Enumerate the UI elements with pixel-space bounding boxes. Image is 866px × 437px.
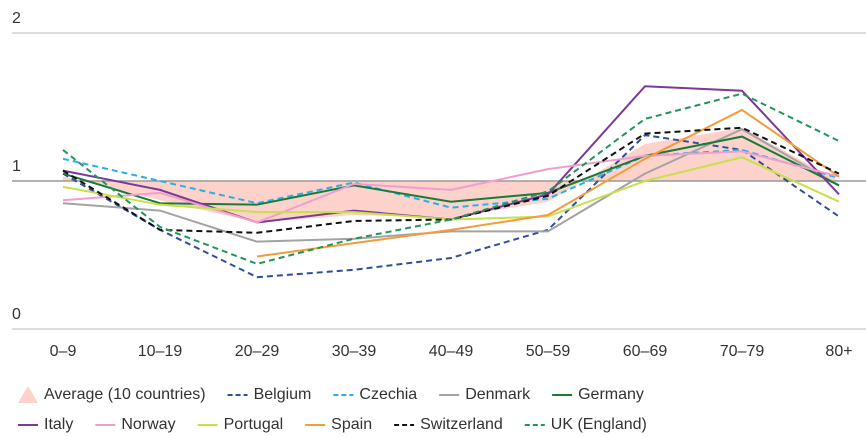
legend-label: Belgium [254,386,312,403]
x-tick-label: 80+ [825,343,852,360]
x-tick-label: 70–79 [720,343,765,360]
legend-item: Portugal [197,416,284,433]
legend-item: Czechia [333,386,417,403]
legend-item: Switzerland [394,416,503,433]
x-tick-label: 20–29 [235,343,280,360]
x-tick-label: 40–49 [429,343,474,360]
x-tick-label: 50–59 [526,343,571,360]
legend-label: UK (England) [551,416,647,433]
x-tick-label: 30–39 [332,343,377,360]
x-tick-label: 60–69 [623,343,668,360]
legend-item: Belgium [227,386,312,403]
y-tick-label: 1 [12,158,21,175]
series-line [62,134,840,279]
average-area [63,127,839,223]
series-line [62,150,840,224]
y-tick-label: 2 [12,10,21,27]
legend-label: Czechia [359,386,417,403]
legend-label: Italy [44,416,73,433]
x-tick-label: 0–9 [50,343,77,360]
series-line [62,148,840,209]
legend-label: Denmark [465,386,531,403]
legend-swatch [18,386,38,403]
series-line [62,92,840,265]
y-tick-label: 0 [12,306,21,323]
legend-item: Germany [552,386,644,403]
legend-item: Average (10 countries) [18,386,206,403]
legend-label: Average (10 countries) [44,386,206,403]
legend-item: Norway [95,416,176,433]
series-line [62,126,840,234]
legend-item: UK (England) [524,416,647,433]
legend-label: Spain [331,416,372,433]
legend-label: Norway [121,416,175,433]
legend-item: Italy [18,416,73,433]
legend-label: Portugal [224,416,284,433]
x-tick-label: 10–19 [138,343,183,360]
legend-item: Spain [305,416,372,433]
legend-label: Germany [578,386,644,403]
legend-label: Switzerland [420,416,503,433]
series-line [256,108,840,258]
legend-item: Denmark [439,386,531,403]
